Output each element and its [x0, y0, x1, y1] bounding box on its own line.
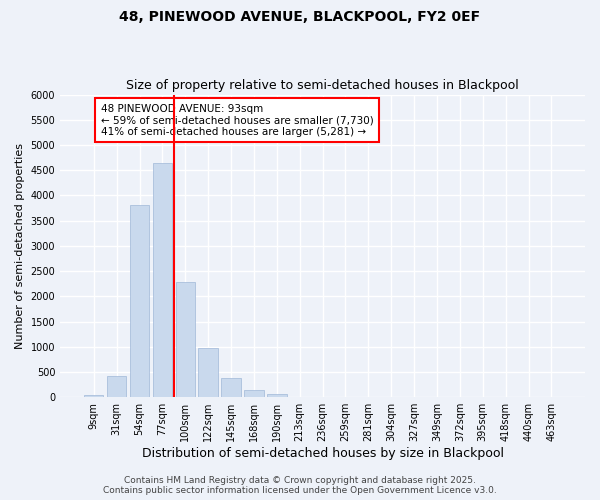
- Bar: [130, 204, 149, 397]
- Y-axis label: Number of semi-detached properties: Number of semi-detached properties: [15, 143, 25, 349]
- Bar: [176, 282, 195, 397]
- Bar: [152, 162, 172, 397]
- Text: 48 PINEWOOD AVENUE: 93sqm
← 59% of semi-detached houses are smaller (7,730)
41% : 48 PINEWOOD AVENUE: 93sqm ← 59% of semi-…: [101, 104, 373, 137]
- Bar: [267, 394, 287, 397]
- Bar: [107, 376, 127, 397]
- Text: 48, PINEWOOD AVENUE, BLACKPOOL, FY2 0EF: 48, PINEWOOD AVENUE, BLACKPOOL, FY2 0EF: [119, 10, 481, 24]
- Bar: [244, 390, 263, 397]
- Text: Contains HM Land Registry data © Crown copyright and database right 2025.
Contai: Contains HM Land Registry data © Crown c…: [103, 476, 497, 495]
- Bar: [221, 378, 241, 397]
- X-axis label: Distribution of semi-detached houses by size in Blackpool: Distribution of semi-detached houses by …: [142, 447, 503, 460]
- Bar: [84, 394, 103, 397]
- Bar: [199, 348, 218, 397]
- Title: Size of property relative to semi-detached houses in Blackpool: Size of property relative to semi-detach…: [126, 79, 519, 92]
